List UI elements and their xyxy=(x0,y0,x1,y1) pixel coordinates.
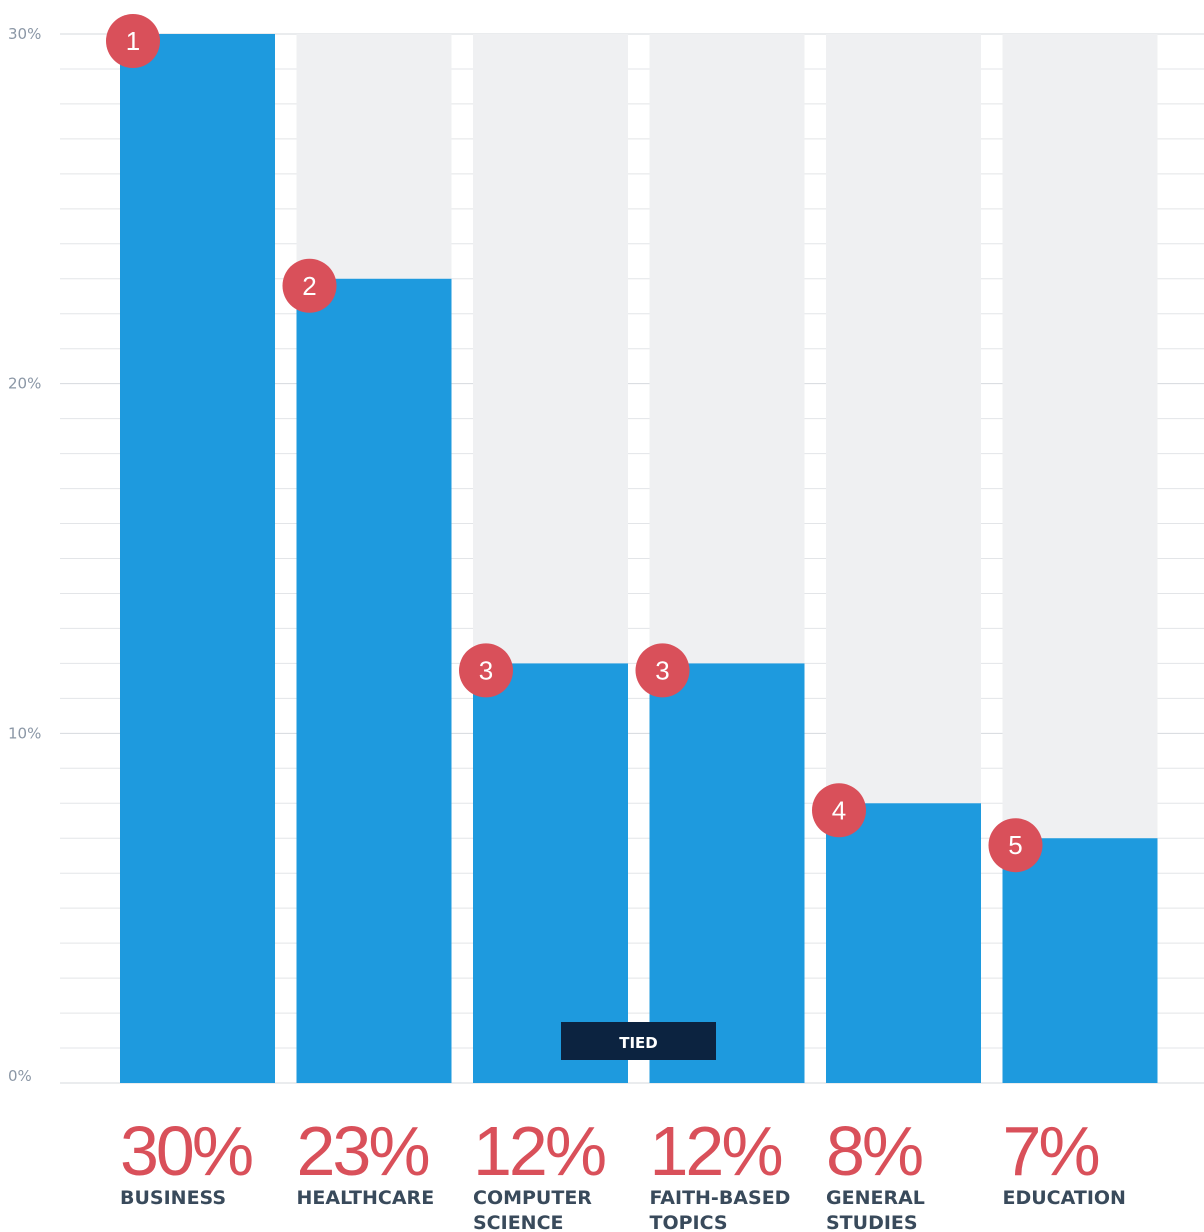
value-label: 7% xyxy=(1003,1112,1099,1190)
category-label-line: GENERAL xyxy=(826,1187,925,1209)
y-tick-label: 20% xyxy=(8,375,41,393)
bars xyxy=(120,34,1158,1083)
rank-badge xyxy=(282,258,337,313)
tied-box xyxy=(561,1022,716,1060)
rank-number: 3 xyxy=(479,655,493,685)
value-label: 12% xyxy=(473,1112,605,1190)
bar xyxy=(1002,838,1158,1083)
y-tick-label: 10% xyxy=(8,724,41,742)
rank-badge xyxy=(635,643,690,698)
category-label-line: COMPUTER xyxy=(473,1187,592,1209)
category-label: HEALTHCARE xyxy=(297,1187,435,1209)
rank-badge xyxy=(459,643,513,698)
category-label-line: FAITH-BASED xyxy=(650,1187,791,1209)
rank-number: 2 xyxy=(302,271,316,301)
rank-number: 1 xyxy=(126,26,140,56)
tied-label: TIED xyxy=(619,1034,658,1052)
y-axis-tick-labels: 0% 10% 20% 30% xyxy=(8,25,41,1085)
category-label-line: EDUCATION xyxy=(1003,1187,1126,1209)
category-label: BUSINESS xyxy=(120,1187,226,1209)
category-label-line: STUDIES xyxy=(826,1212,918,1232)
category-label: EDUCATION xyxy=(1003,1187,1126,1209)
bar xyxy=(649,663,805,1083)
bar xyxy=(296,278,452,1083)
category-label: COMPUTER SCIENCE xyxy=(473,1187,592,1232)
bar xyxy=(826,803,981,1083)
rank-badge xyxy=(812,783,866,838)
value-label: 8% xyxy=(826,1112,922,1190)
category-labels: BUSINESS HEALTHCARE COMPUTER SCIENCE FAITH-B… xyxy=(120,1187,1126,1232)
rank-badges: 1 2 3 3 4 5 xyxy=(106,14,1043,873)
category-label-line: SCIENCE xyxy=(473,1212,564,1232)
category-label: FAITH-BASED TOPICS xyxy=(650,1187,791,1232)
y-tick-label: 30% xyxy=(8,25,41,43)
category-label-line: BUSINESS xyxy=(120,1187,226,1209)
value-labels: 30% 23% 12% 12% 8% 7% xyxy=(120,1112,1101,1190)
value-label: 23% xyxy=(297,1112,429,1190)
y-tick-label: 0% xyxy=(8,1067,32,1085)
value-label: 12% xyxy=(650,1112,782,1190)
category-label: GENERAL STUDIES xyxy=(826,1187,925,1232)
rank-number: 3 xyxy=(655,655,669,685)
value-label: 30% xyxy=(120,1112,252,1190)
bar xyxy=(473,663,628,1083)
rank-badge xyxy=(106,14,160,68)
category-label-line: TOPICS xyxy=(650,1212,728,1232)
bar xyxy=(120,34,275,1083)
rank-badge xyxy=(988,818,1043,873)
rank-number: 4 xyxy=(832,795,846,825)
tied-annotation: TIED xyxy=(561,1022,716,1060)
rank-number: 5 xyxy=(1008,830,1022,860)
category-label-line: HEALTHCARE xyxy=(297,1187,435,1209)
